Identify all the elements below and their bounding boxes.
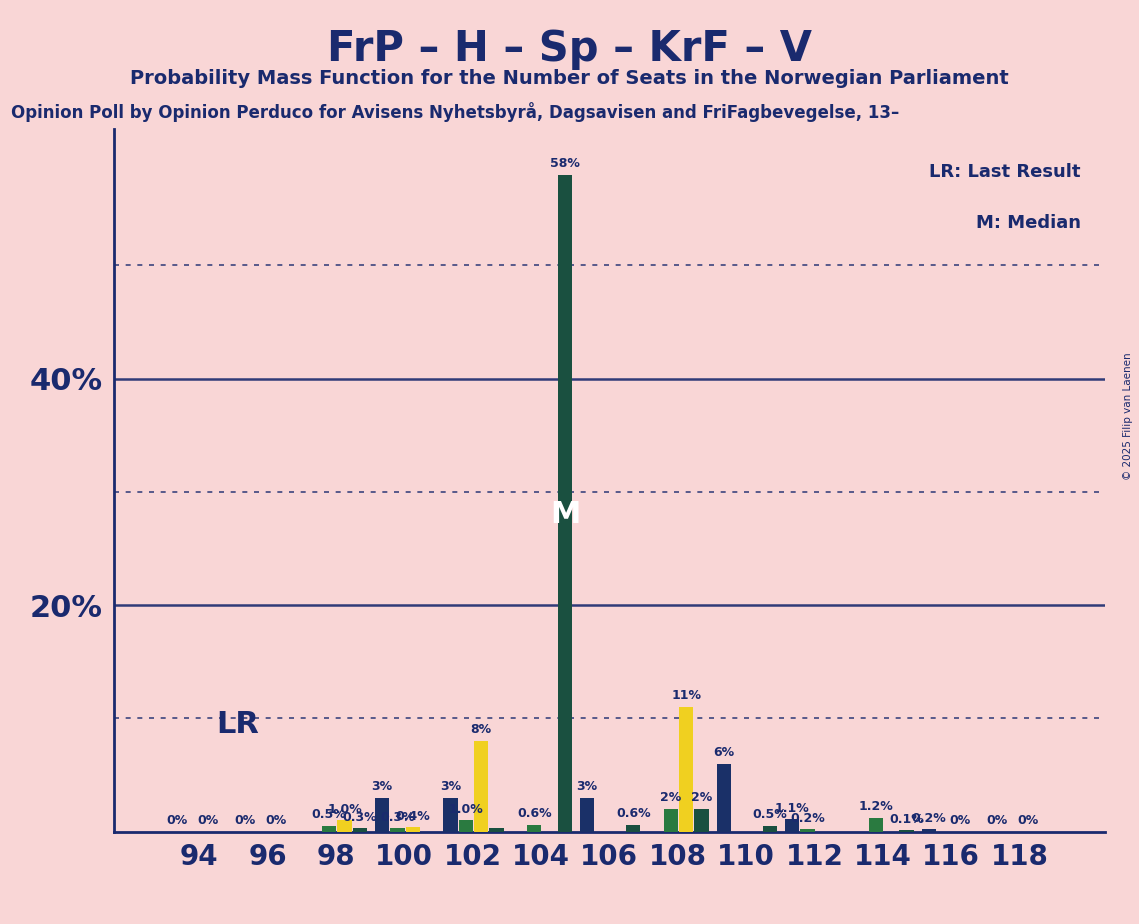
Bar xyxy=(580,797,595,832)
Text: 11%: 11% xyxy=(671,689,702,702)
Bar xyxy=(869,818,883,832)
Text: 1.0%: 1.0% xyxy=(327,803,362,816)
Text: 0.1%: 0.1% xyxy=(890,813,924,826)
Text: LR: LR xyxy=(216,710,260,738)
Text: 58%: 58% xyxy=(550,157,580,170)
Bar xyxy=(695,808,708,832)
Bar xyxy=(527,825,541,832)
Text: 0%: 0% xyxy=(986,814,1008,827)
Text: 3%: 3% xyxy=(371,780,393,793)
Text: 0.6%: 0.6% xyxy=(616,808,650,821)
Text: 1.2%: 1.2% xyxy=(859,800,893,813)
Bar xyxy=(459,821,473,832)
Text: 0.6%: 0.6% xyxy=(517,808,551,821)
Bar xyxy=(353,828,367,832)
Text: 3%: 3% xyxy=(576,780,598,793)
Bar xyxy=(337,821,352,832)
Bar xyxy=(474,741,489,832)
Text: 1.1%: 1.1% xyxy=(775,802,810,815)
Text: M: Median: M: Median xyxy=(976,214,1081,232)
Bar xyxy=(679,707,694,832)
Bar xyxy=(375,797,390,832)
Text: 6%: 6% xyxy=(713,746,735,760)
Bar xyxy=(664,808,678,832)
Bar xyxy=(626,825,640,832)
Bar xyxy=(405,827,420,832)
Text: 8%: 8% xyxy=(470,723,492,736)
Text: © 2025 Filip van Laenen: © 2025 Filip van Laenen xyxy=(1123,352,1133,480)
Text: 0%: 0% xyxy=(166,814,188,827)
Bar xyxy=(900,831,913,832)
Text: 0.3%: 0.3% xyxy=(343,810,377,823)
Text: 0.4%: 0.4% xyxy=(395,809,431,822)
Text: 0.5%: 0.5% xyxy=(753,808,787,821)
Text: LR: Last Result: LR: Last Result xyxy=(929,164,1081,181)
Bar xyxy=(490,828,503,832)
Text: 2%: 2% xyxy=(661,792,681,805)
Bar xyxy=(801,830,814,832)
Text: 0%: 0% xyxy=(1017,814,1039,827)
Text: 0.3%: 0.3% xyxy=(380,810,415,823)
Text: 3%: 3% xyxy=(440,780,461,793)
Text: 0%: 0% xyxy=(265,814,287,827)
Text: Probability Mass Function for the Number of Seats in the Norwegian Parliament: Probability Mass Function for the Number… xyxy=(130,69,1009,89)
Text: 0%: 0% xyxy=(949,814,970,827)
Text: 2%: 2% xyxy=(691,792,712,805)
Text: 0.2%: 0.2% xyxy=(911,812,947,825)
Bar xyxy=(763,826,777,832)
Bar xyxy=(322,826,336,832)
Bar xyxy=(558,175,572,832)
Bar xyxy=(921,830,936,832)
Text: 0.5%: 0.5% xyxy=(312,808,346,821)
Bar xyxy=(443,797,458,832)
Text: Opinion Poll by Opinion Perduco for Avisens Nyhetsbyrå, Dagsavisen and FriFagbev: Opinion Poll by Opinion Perduco for Avis… xyxy=(11,102,900,122)
Text: 1.0%: 1.0% xyxy=(449,803,483,816)
Text: 0%: 0% xyxy=(235,814,256,827)
Bar xyxy=(785,820,800,832)
Text: FrP – H – Sp – KrF – V: FrP – H – Sp – KrF – V xyxy=(327,28,812,69)
Text: 0%: 0% xyxy=(197,814,219,827)
Text: 0.2%: 0.2% xyxy=(790,812,825,825)
Bar xyxy=(716,763,731,832)
Text: M: M xyxy=(550,500,580,529)
Bar xyxy=(391,828,404,832)
